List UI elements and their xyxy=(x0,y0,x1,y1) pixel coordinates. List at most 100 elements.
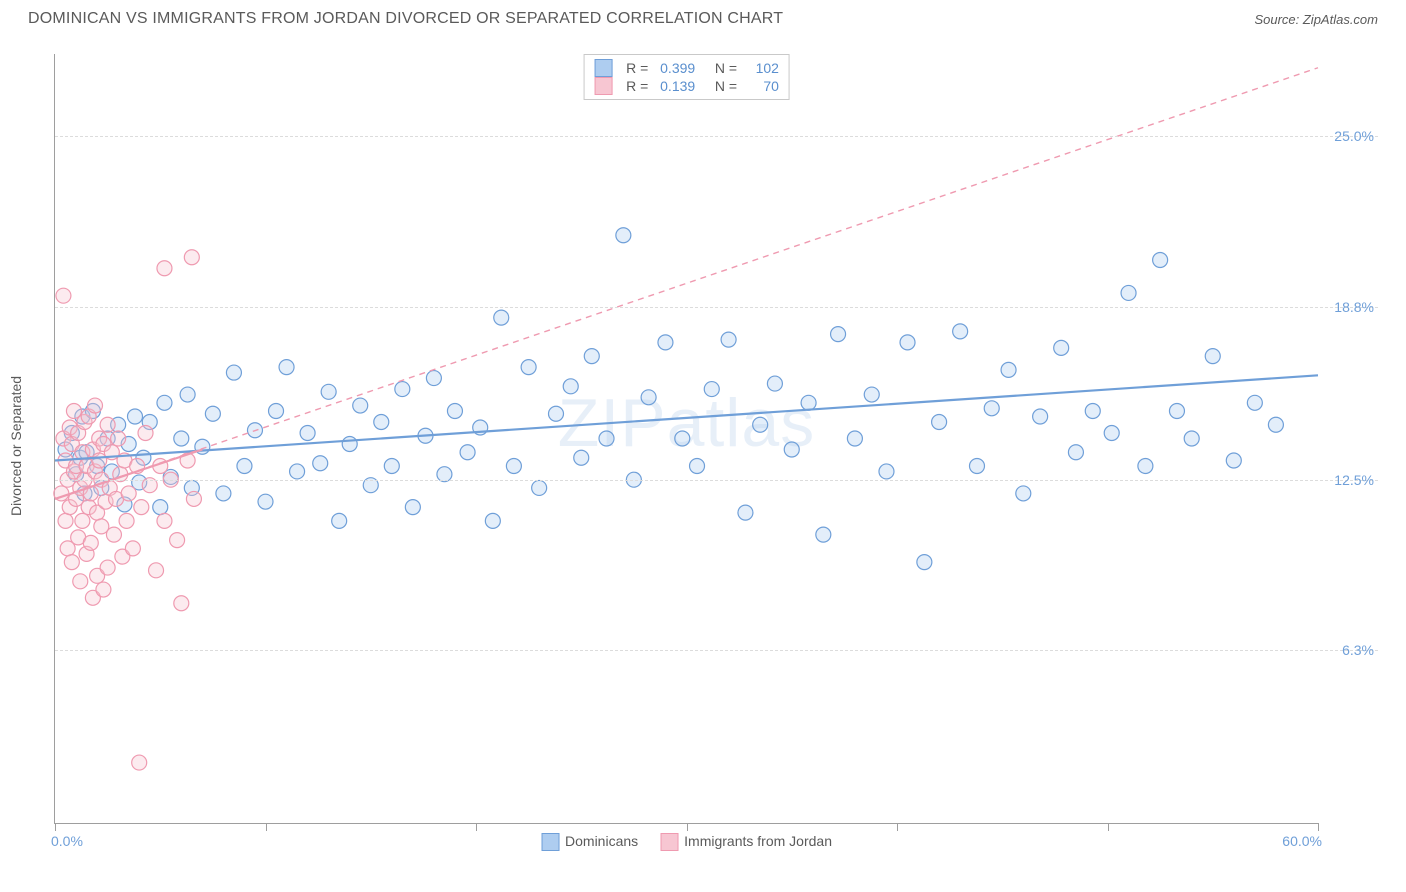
data-point xyxy=(932,415,947,430)
data-point xyxy=(279,360,294,375)
data-point xyxy=(816,527,831,542)
data-point xyxy=(1054,340,1069,355)
data-point xyxy=(100,560,115,575)
data-point xyxy=(87,398,102,413)
data-point xyxy=(170,533,185,548)
data-point xyxy=(675,431,690,446)
x-tick xyxy=(1108,823,1109,831)
data-point xyxy=(157,513,172,528)
y-tick-label: 6.3% xyxy=(1342,642,1374,658)
data-point xyxy=(1184,431,1199,446)
y-tick-label: 12.5% xyxy=(1334,472,1374,488)
data-point xyxy=(226,365,241,380)
data-point xyxy=(237,458,252,473)
data-point xyxy=(111,431,126,446)
data-point xyxy=(574,450,589,465)
data-point xyxy=(121,486,136,501)
data-point xyxy=(157,261,172,276)
data-point xyxy=(132,755,147,770)
data-point xyxy=(374,415,389,430)
y-tick-label: 25.0% xyxy=(1334,128,1374,144)
data-point xyxy=(1033,409,1048,424)
gridline xyxy=(55,650,1378,651)
data-point xyxy=(125,541,140,556)
data-point xyxy=(174,596,189,611)
gridline xyxy=(55,136,1378,137)
data-point xyxy=(269,404,284,419)
data-point xyxy=(405,500,420,515)
data-point xyxy=(56,288,71,303)
data-point xyxy=(258,494,273,509)
data-point xyxy=(1268,417,1283,432)
data-point xyxy=(149,563,164,578)
data-point xyxy=(1121,285,1136,300)
data-point xyxy=(584,349,599,364)
data-point xyxy=(532,480,547,495)
data-point xyxy=(1247,395,1262,410)
x-axis-max-label: 60.0% xyxy=(1282,833,1322,849)
data-point xyxy=(157,395,172,410)
data-point xyxy=(353,398,368,413)
data-point xyxy=(548,406,563,421)
data-point xyxy=(106,527,121,542)
data-point xyxy=(641,390,656,405)
data-point xyxy=(738,505,753,520)
data-point xyxy=(134,500,149,515)
data-point xyxy=(321,384,336,399)
data-point xyxy=(58,513,73,528)
data-point xyxy=(127,409,142,424)
x-tick xyxy=(55,823,56,831)
legend-swatch xyxy=(660,833,678,851)
data-point xyxy=(599,431,614,446)
data-point xyxy=(205,406,220,421)
data-point xyxy=(969,458,984,473)
data-point xyxy=(73,574,88,589)
data-point xyxy=(313,456,328,471)
gridline xyxy=(55,480,1378,481)
correlation-legend-row: R = 0.139 N = 70 xyxy=(594,77,779,95)
data-point xyxy=(395,382,410,397)
data-point xyxy=(784,442,799,457)
data-point xyxy=(485,513,500,528)
x-tick xyxy=(1318,823,1319,831)
series-legend: DominicansImmigrants from Jordan xyxy=(541,833,832,851)
data-point xyxy=(300,426,315,441)
data-point xyxy=(900,335,915,350)
data-point xyxy=(847,431,862,446)
data-point xyxy=(1001,362,1016,377)
data-point xyxy=(1153,252,1168,267)
data-point xyxy=(83,535,98,550)
legend-item: Dominicans xyxy=(541,833,638,851)
data-point xyxy=(342,436,357,451)
x-tick xyxy=(897,823,898,831)
data-point xyxy=(447,404,462,419)
data-point xyxy=(75,513,90,528)
data-point xyxy=(119,513,134,528)
data-point xyxy=(180,387,195,402)
legend-swatch xyxy=(594,77,612,95)
data-point xyxy=(721,332,736,347)
correlation-legend-row: R = 0.399 N = 102 xyxy=(594,59,779,77)
data-point xyxy=(1226,453,1241,468)
data-point xyxy=(494,310,509,325)
data-point xyxy=(1138,458,1153,473)
data-point xyxy=(460,445,475,460)
correlation-legend: R = 0.399 N = 102R = 0.139 N = 70 xyxy=(583,54,790,100)
data-point xyxy=(138,426,153,441)
data-point xyxy=(153,500,168,515)
data-point xyxy=(426,371,441,386)
data-point xyxy=(1104,426,1119,441)
data-point xyxy=(658,335,673,350)
data-point xyxy=(1068,445,1083,460)
data-point xyxy=(506,458,521,473)
chart-container: Divorced or Separated ZIPatlas R = 0.399… xyxy=(28,40,1378,852)
data-point xyxy=(1016,486,1031,501)
data-point xyxy=(917,555,932,570)
gridline xyxy=(55,307,1378,308)
data-point xyxy=(704,382,719,397)
data-point xyxy=(864,387,879,402)
data-point xyxy=(100,417,115,432)
data-point xyxy=(831,327,846,342)
data-point xyxy=(1205,349,1220,364)
chart-title: DOMINICAN VS IMMIGRANTS FROM JORDAN DIVO… xyxy=(28,10,783,28)
